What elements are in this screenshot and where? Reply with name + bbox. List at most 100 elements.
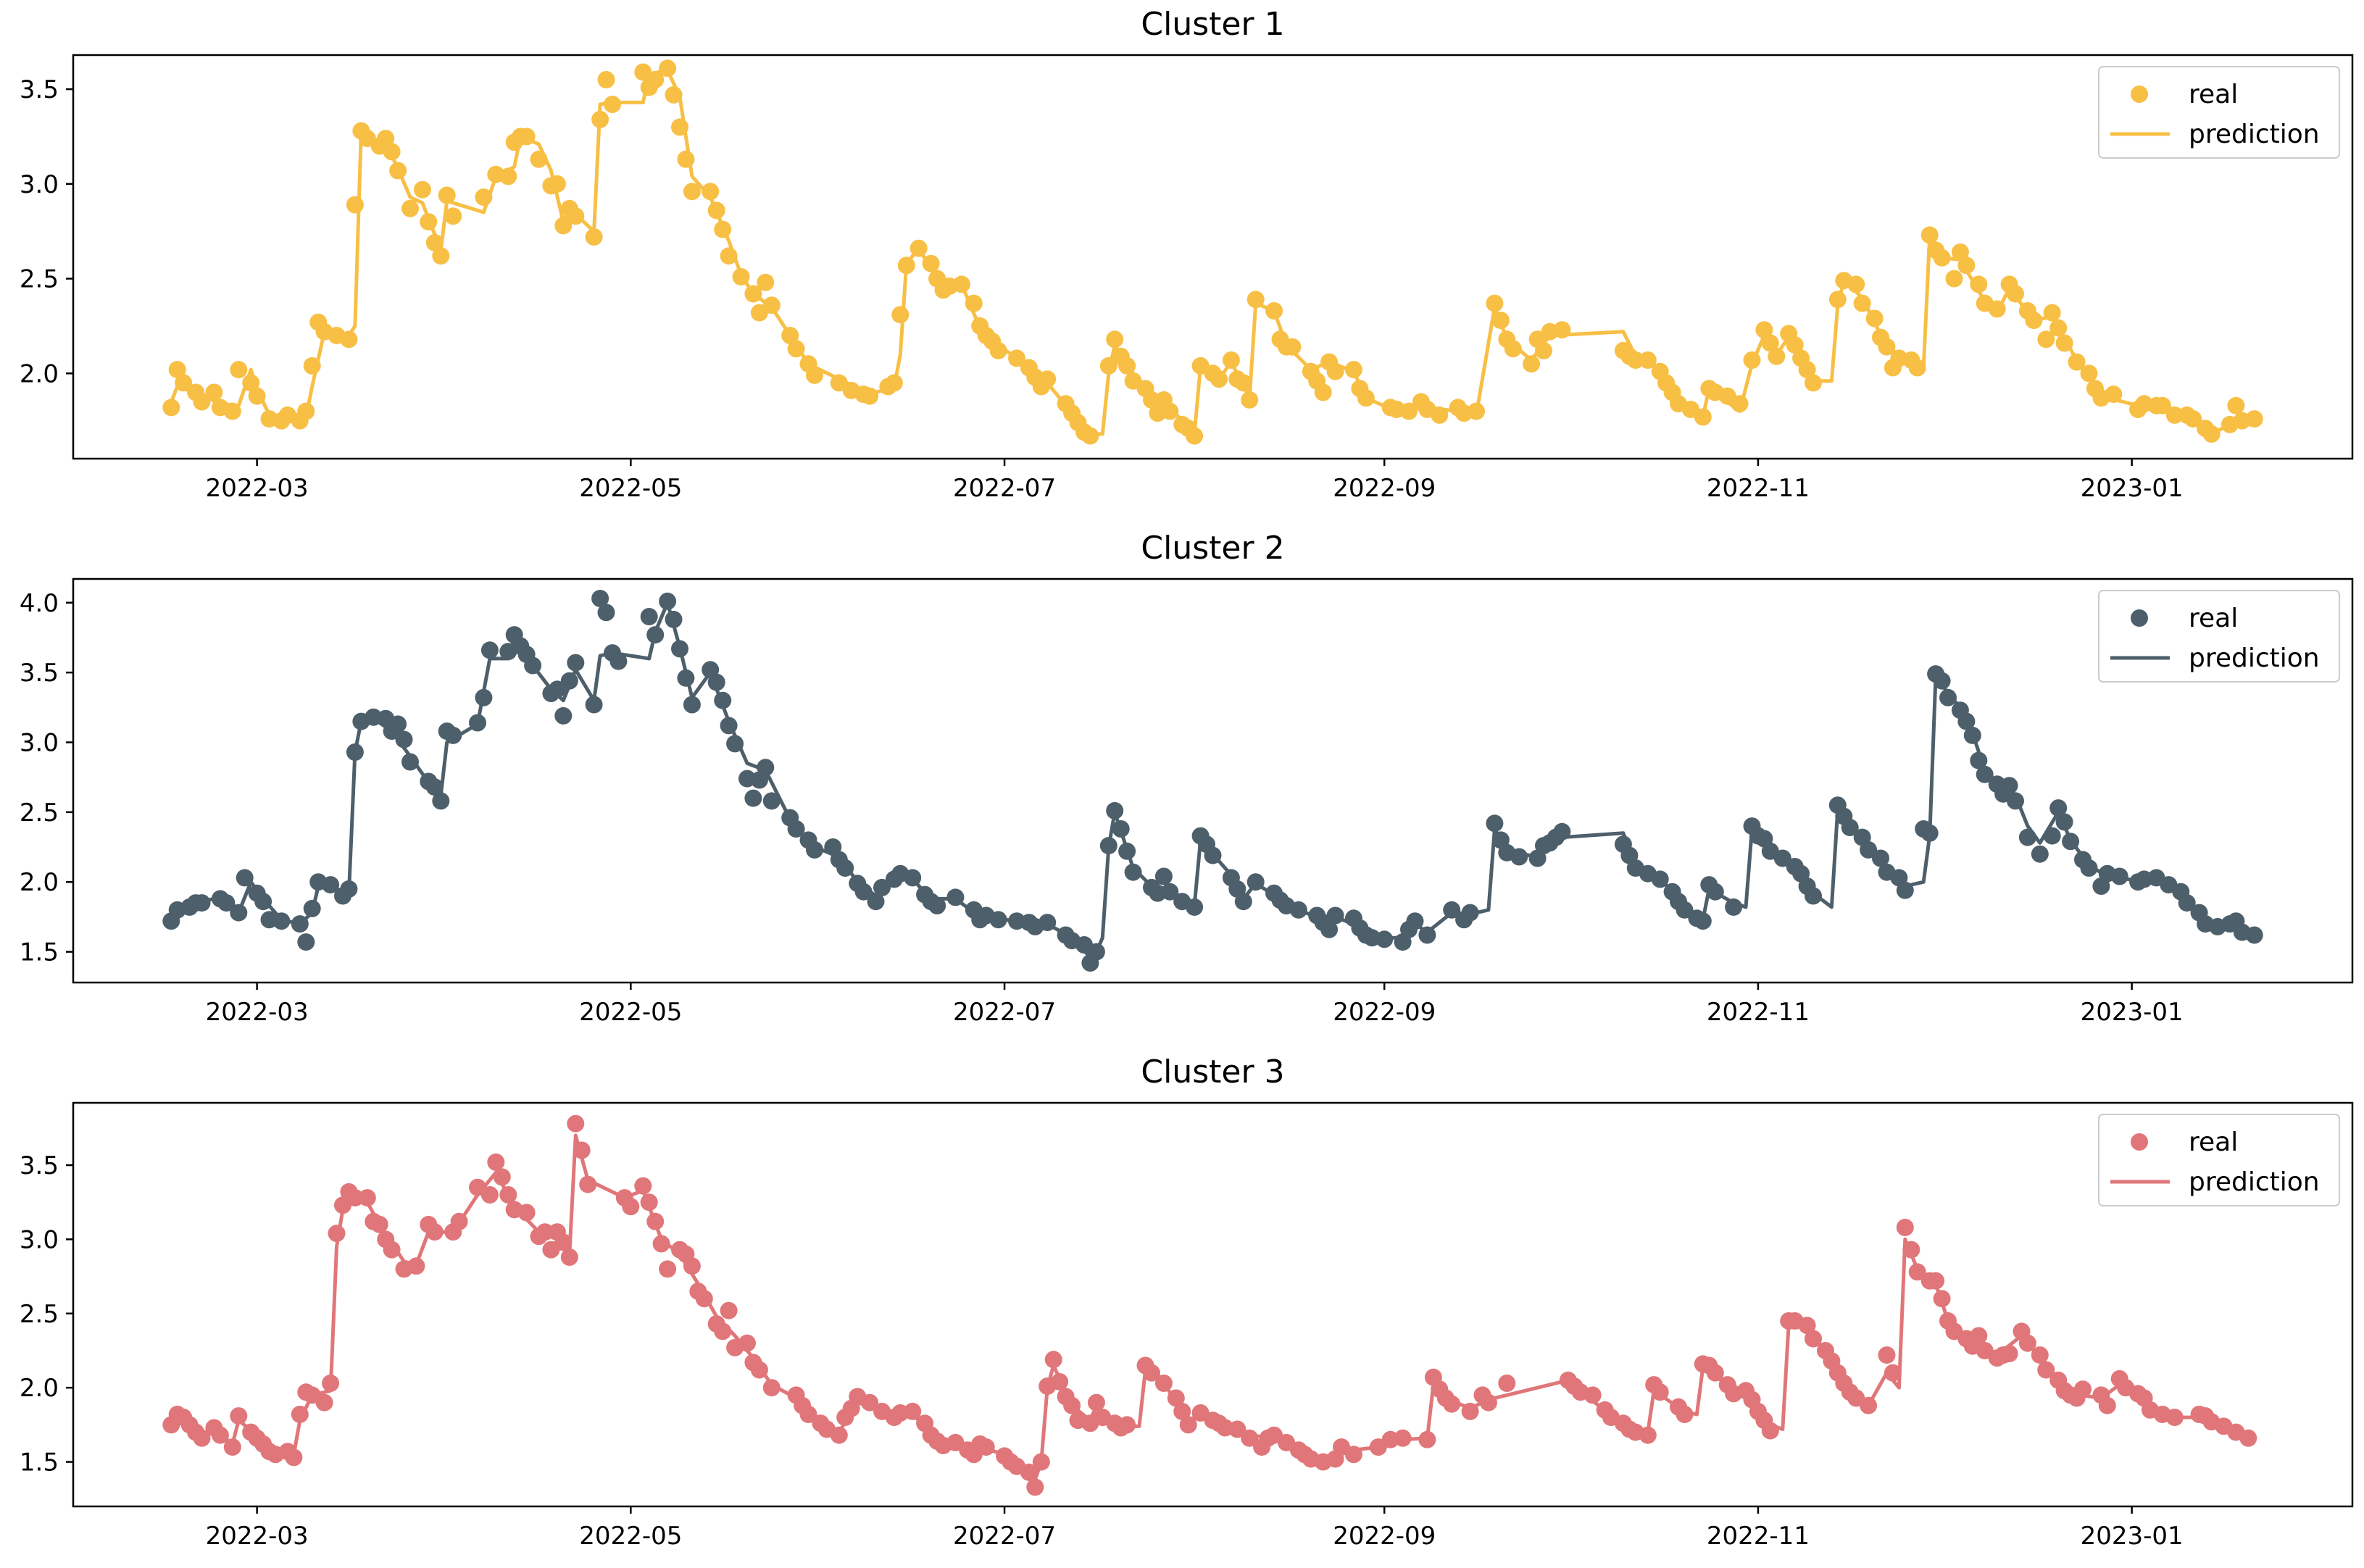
real-point xyxy=(1222,351,1240,369)
real-point xyxy=(1865,309,1884,328)
real-point xyxy=(1241,391,1259,409)
real-point xyxy=(1124,863,1142,881)
real-point xyxy=(1957,712,1976,730)
real-point xyxy=(1878,338,1896,356)
real-point xyxy=(2037,1361,2055,1379)
real-point xyxy=(1106,801,1124,820)
x-tick-label: 2023-01 xyxy=(2081,998,2184,1027)
real-point xyxy=(438,186,456,204)
real-point xyxy=(2055,334,2073,352)
real-point xyxy=(1186,898,1204,916)
real-point xyxy=(168,361,186,379)
real-point xyxy=(1400,402,1418,420)
real-point xyxy=(609,652,628,670)
cluster-1-panel: Cluster 1 2022-03 2022-05 2022-07 2022-09 202… xyxy=(20,6,2354,503)
real-point xyxy=(946,888,965,906)
real-point xyxy=(2043,827,2061,845)
real-point xyxy=(1920,824,1939,842)
real-point xyxy=(2165,1409,2184,1427)
real-point xyxy=(1154,1375,1173,1392)
real-point xyxy=(1026,1478,1044,1496)
real-point xyxy=(1896,881,1914,899)
real-point xyxy=(1725,898,1743,916)
real-point xyxy=(358,1189,376,1207)
real-point xyxy=(2068,353,2086,371)
real-point xyxy=(989,341,1007,359)
real-point xyxy=(1063,1396,1081,1414)
real-point xyxy=(1498,1375,1516,1392)
real-point xyxy=(1234,893,1252,911)
real-point xyxy=(928,897,946,914)
real-point xyxy=(1461,904,1479,922)
real-point xyxy=(1486,294,1504,312)
real-point xyxy=(1431,406,1449,424)
x-tick-label: 2023-01 xyxy=(2081,474,2184,503)
real-point xyxy=(499,1186,517,1204)
real-point xyxy=(193,894,211,912)
real-point xyxy=(781,327,799,344)
real-point xyxy=(744,285,762,303)
real-point xyxy=(1461,1402,1479,1420)
real-point xyxy=(1020,1463,1038,1481)
real-point xyxy=(1118,842,1136,860)
real-point xyxy=(1743,351,1761,369)
real-point xyxy=(175,374,193,392)
real-point xyxy=(707,673,725,691)
real-point xyxy=(499,167,517,185)
real-point xyxy=(2031,1346,2049,1364)
real-point xyxy=(1099,837,1118,855)
real-point xyxy=(652,1235,670,1253)
real-point xyxy=(1246,873,1265,891)
real-point xyxy=(1406,912,1424,930)
real-point xyxy=(1186,427,1204,445)
real-point xyxy=(1761,334,1779,352)
real-point xyxy=(248,387,266,405)
real-markers xyxy=(162,1114,2257,1496)
real-point xyxy=(193,393,211,411)
x-tick-label: 2022-07 xyxy=(953,474,1056,503)
real-point xyxy=(1927,1272,1945,1290)
real-point xyxy=(910,239,928,257)
real-point xyxy=(1523,355,1541,373)
real-point xyxy=(2178,894,2196,912)
real-point xyxy=(2227,396,2245,414)
real-point xyxy=(585,228,603,246)
real-point xyxy=(1008,349,1025,367)
legend-prediction-label: prediction xyxy=(2189,643,2320,673)
y-tick-label: 3.5 xyxy=(20,659,59,688)
y-tick-label: 3.0 xyxy=(20,170,59,199)
real-point xyxy=(1167,1389,1185,1407)
real-point xyxy=(1246,291,1265,309)
real-point xyxy=(597,71,615,88)
real-point xyxy=(1988,300,2006,318)
real-point xyxy=(861,1393,879,1411)
legend: real prediction xyxy=(2098,1114,2340,1206)
real-point xyxy=(1210,370,1228,388)
real-point xyxy=(806,366,823,384)
real-point xyxy=(1265,302,1283,320)
real-point xyxy=(597,604,615,622)
cluster-2-panel: Cluster 2 2022-03 2022-05 2022-07 2022-09 202… xyxy=(20,530,2354,1027)
real-point xyxy=(1786,336,1804,354)
real-point xyxy=(346,1189,364,1207)
real-point xyxy=(2245,926,2263,944)
real-point xyxy=(1112,820,1130,838)
real-point xyxy=(2049,799,2068,817)
real-point xyxy=(1651,1383,1669,1401)
real-point xyxy=(952,275,970,293)
x-tick-label: 2022-05 xyxy=(579,1522,682,1551)
real-point xyxy=(425,233,444,251)
real-point xyxy=(799,1406,817,1423)
x-tick-label: 2022-05 xyxy=(579,474,682,503)
real-point xyxy=(965,294,983,312)
real-point xyxy=(2031,845,2049,863)
real-point xyxy=(567,1114,585,1133)
real-point xyxy=(1468,402,1485,420)
y-tick-label: 2.0 xyxy=(20,1374,59,1403)
y-tick-label: 3.0 xyxy=(20,1225,59,1254)
real-point xyxy=(646,626,665,644)
y-tick-label: 1.5 xyxy=(20,1448,59,1477)
real-point xyxy=(230,361,248,379)
x-tick-label: 2022-11 xyxy=(1707,474,1810,503)
real-point xyxy=(1394,1429,1412,1447)
